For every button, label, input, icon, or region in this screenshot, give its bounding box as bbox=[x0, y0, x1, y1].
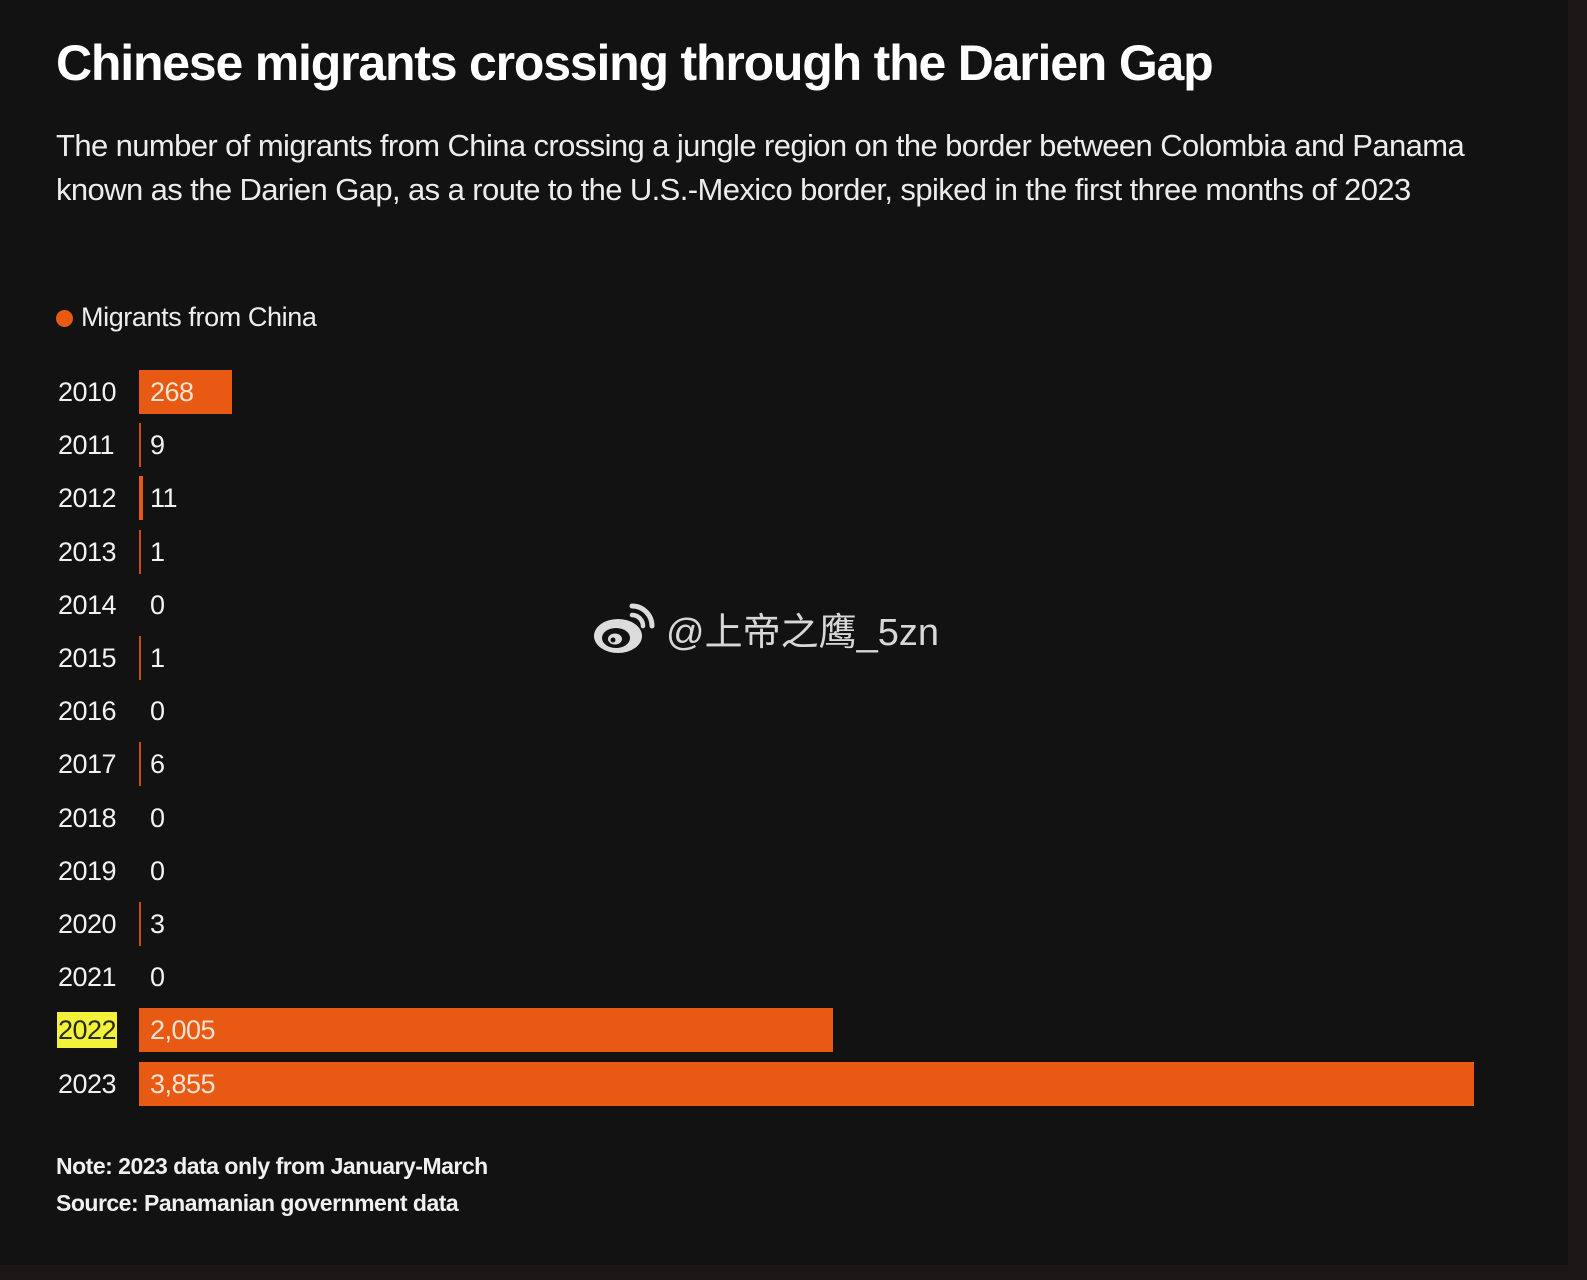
bottom-border bbox=[0, 1265, 1587, 1280]
bar bbox=[139, 742, 141, 787]
category-label: 2017 bbox=[58, 749, 117, 780]
bar-row: 2020 3 bbox=[0, 902, 1568, 946]
category-label: 2020 bbox=[58, 909, 117, 939]
data-label: 0 bbox=[150, 589, 165, 620]
legend-label: Migrants from China bbox=[81, 302, 317, 332]
data-label: 0 bbox=[150, 696, 165, 727]
source-note: Source: Panamanian government data bbox=[56, 1190, 459, 1216]
data-label: 1 bbox=[150, 643, 165, 673]
right-border bbox=[1568, 0, 1587, 1280]
bar-row: 2013 1 bbox=[0, 529, 1568, 574]
category-label: 2010 bbox=[58, 377, 117, 407]
data-label: 268 bbox=[150, 377, 194, 407]
bar-row: 2017 6 bbox=[0, 742, 1568, 787]
category-label: 2011 bbox=[58, 430, 115, 461]
data-label: 11 bbox=[150, 483, 178, 514]
bar bbox=[139, 529, 141, 574]
bar bbox=[139, 423, 141, 468]
category-label: 2013 bbox=[58, 536, 117, 567]
data-label: 9 bbox=[150, 430, 165, 461]
weibo-logo-icon bbox=[594, 603, 655, 653]
data-label: 0 bbox=[150, 855, 165, 886]
data-label: 3 bbox=[150, 909, 165, 939]
footnote: Note: 2023 data only from January-March bbox=[56, 1153, 488, 1179]
bar-row: 2010 268 bbox=[0, 370, 1568, 414]
chart-subtitle: The number of migrants from China crossi… bbox=[56, 128, 1465, 207]
chart-title: Chinese migrants crossing through the Da… bbox=[56, 35, 1214, 91]
data-label: 0 bbox=[150, 802, 165, 833]
bar bbox=[139, 476, 143, 521]
bar-row: 2023 3,855 bbox=[0, 1061, 1568, 1106]
bar bbox=[139, 636, 141, 680]
bar-row: 2022 2,005 bbox=[0, 1008, 1568, 1053]
bar bbox=[139, 1061, 1474, 1106]
bar-row: 2021 0 bbox=[0, 955, 1568, 999]
legend-swatch-icon bbox=[56, 310, 73, 327]
category-label: 2015 bbox=[58, 643, 117, 673]
category-label: 2022 bbox=[57, 1012, 118, 1049]
data-label: 1 bbox=[150, 536, 165, 567]
bar-row: 2012 11 bbox=[0, 476, 1568, 521]
bar-row: 2018 0 bbox=[0, 796, 1568, 840]
category-label: 2016 bbox=[58, 696, 117, 727]
bar-row: 2014 0 bbox=[0, 583, 1568, 627]
category-label: 2019 bbox=[58, 855, 117, 886]
category-label: 2023 bbox=[58, 1068, 117, 1099]
watermark: @上帝之鹰_5zn bbox=[592, 600, 939, 656]
category-label: 2018 bbox=[58, 802, 117, 833]
chart-canvas bbox=[0, 0, 1568, 1265]
data-label: 3,855 bbox=[150, 1068, 216, 1099]
bar-row: 2015 1 bbox=[0, 636, 1568, 680]
category-label: 2021 bbox=[58, 962, 117, 993]
watermark-handle: @上帝之鹰_5zn bbox=[666, 611, 939, 654]
bar-row: 2016 0 bbox=[0, 689, 1568, 733]
data-label: 0 bbox=[150, 962, 165, 993]
category-label: 2012 bbox=[58, 483, 117, 514]
bar bbox=[139, 902, 141, 946]
bar bbox=[139, 370, 232, 414]
legend: Migrants from China bbox=[56, 302, 317, 333]
data-label: 2,005 bbox=[150, 1015, 216, 1046]
bar-row: 2011 9 bbox=[0, 423, 1568, 468]
bar bbox=[139, 1008, 833, 1053]
bar-row: 2019 0 bbox=[0, 849, 1568, 893]
data-label: 6 bbox=[150, 749, 165, 780]
category-label: 2014 bbox=[58, 589, 117, 620]
